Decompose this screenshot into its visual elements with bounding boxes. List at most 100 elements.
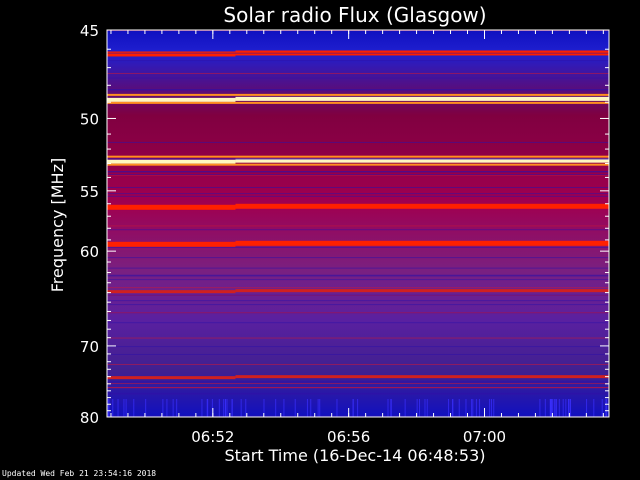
texture-column [176, 399, 178, 417]
texture-line [107, 300, 609, 302]
updated-timestamp: Updated Wed Feb 21 23:54:16 2018 [2, 469, 157, 478]
texture-line [107, 353, 609, 355]
texture-column [357, 399, 359, 417]
texture-column [387, 399, 389, 417]
texture-line [107, 275, 609, 277]
texture-column [319, 399, 321, 417]
texture-column [283, 399, 285, 417]
texture-column [558, 399, 560, 417]
texture-line [107, 279, 609, 281]
texture-line [107, 229, 609, 231]
texture-column [294, 399, 296, 417]
texture-column [475, 399, 477, 417]
band-before [107, 159, 236, 164]
band-before [107, 51, 236, 57]
band-after [235, 158, 609, 163]
x-axis-label: Start Time (16-Dec-14 06:48:53) [224, 446, 485, 465]
texture-line [107, 30, 609, 32]
texture-line [107, 77, 609, 79]
texture-column [224, 399, 226, 417]
band-halo [107, 93, 609, 96]
y-tick-label: 45 [80, 22, 99, 40]
band-after [235, 203, 609, 209]
texture-line [107, 287, 609, 289]
texture-column [544, 399, 546, 417]
y-axis: 45 50 55 60 70 80 [80, 22, 609, 427]
plot-frame [106, 29, 610, 418]
texture-column [125, 399, 127, 417]
texture-column [605, 399, 607, 417]
texture-line [107, 393, 609, 395]
texture-line [107, 89, 609, 91]
texture-column [448, 399, 450, 417]
texture-line [107, 157, 609, 159]
texture-column [471, 399, 473, 417]
texture-column [245, 399, 247, 417]
texture-line [107, 60, 609, 62]
texture-column [452, 399, 454, 417]
plot-area [106, 29, 610, 418]
texture-line [107, 382, 609, 384]
band-halo [107, 155, 609, 158]
band-before [107, 290, 236, 294]
texture-line [107, 246, 609, 248]
texture-column [458, 399, 460, 417]
texture-column [240, 399, 242, 417]
texture-line [107, 171, 609, 173]
texture-column [223, 399, 225, 417]
texture-column [310, 399, 312, 417]
texture-column [263, 399, 265, 417]
texture-column [601, 399, 603, 417]
texture-column [117, 399, 119, 417]
texture-column [586, 399, 588, 417]
texture-column [207, 399, 209, 417]
y-tick-label: 55 [80, 183, 99, 201]
spectrogram-background [107, 30, 609, 417]
y-tick-label: 60 [80, 243, 99, 261]
texture-column [336, 399, 338, 417]
texture-column [489, 399, 491, 417]
band-halo [107, 163, 609, 166]
texture-line [107, 337, 609, 339]
texture-column [317, 399, 319, 417]
band-before [107, 204, 236, 210]
band-after [235, 289, 609, 293]
x-tick-label: 07:00 [463, 428, 506, 446]
band-after [235, 240, 609, 246]
y-tick-label: 70 [80, 338, 99, 356]
texture-column [465, 399, 467, 417]
texture-line [107, 381, 609, 383]
texture-column [226, 399, 228, 417]
texture-column [416, 399, 418, 417]
texture-line [107, 186, 609, 188]
texture-column [390, 399, 392, 417]
texture-line [107, 294, 609, 296]
texture-column [606, 399, 608, 417]
texture-column [172, 399, 174, 417]
y-tick-label: 80 [80, 409, 99, 427]
texture-line [107, 363, 609, 365]
chart-title: Solar radio Flux (Glasgow) [223, 3, 486, 27]
texture-line [107, 195, 609, 197]
texture-line [107, 392, 609, 394]
texture-column [552, 399, 554, 417]
band-before [107, 97, 236, 102]
texture-column [555, 399, 557, 417]
band-before [107, 241, 236, 247]
texture-column [567, 399, 569, 417]
texture-column [306, 399, 308, 417]
texture-line [107, 274, 609, 276]
x-tick-label: 06:56 [327, 428, 370, 446]
texture-column [569, 399, 571, 417]
x-axis: 06:52 06:56 07:00 [110, 30, 604, 446]
texture-line [107, 225, 609, 227]
texture-line [107, 380, 609, 382]
texture-line [107, 193, 609, 195]
texture-column [565, 399, 567, 417]
texture-column [112, 399, 114, 417]
texture-column [166, 399, 168, 417]
texture-column [472, 399, 474, 417]
texture-column [539, 399, 541, 417]
texture-column [404, 399, 406, 417]
